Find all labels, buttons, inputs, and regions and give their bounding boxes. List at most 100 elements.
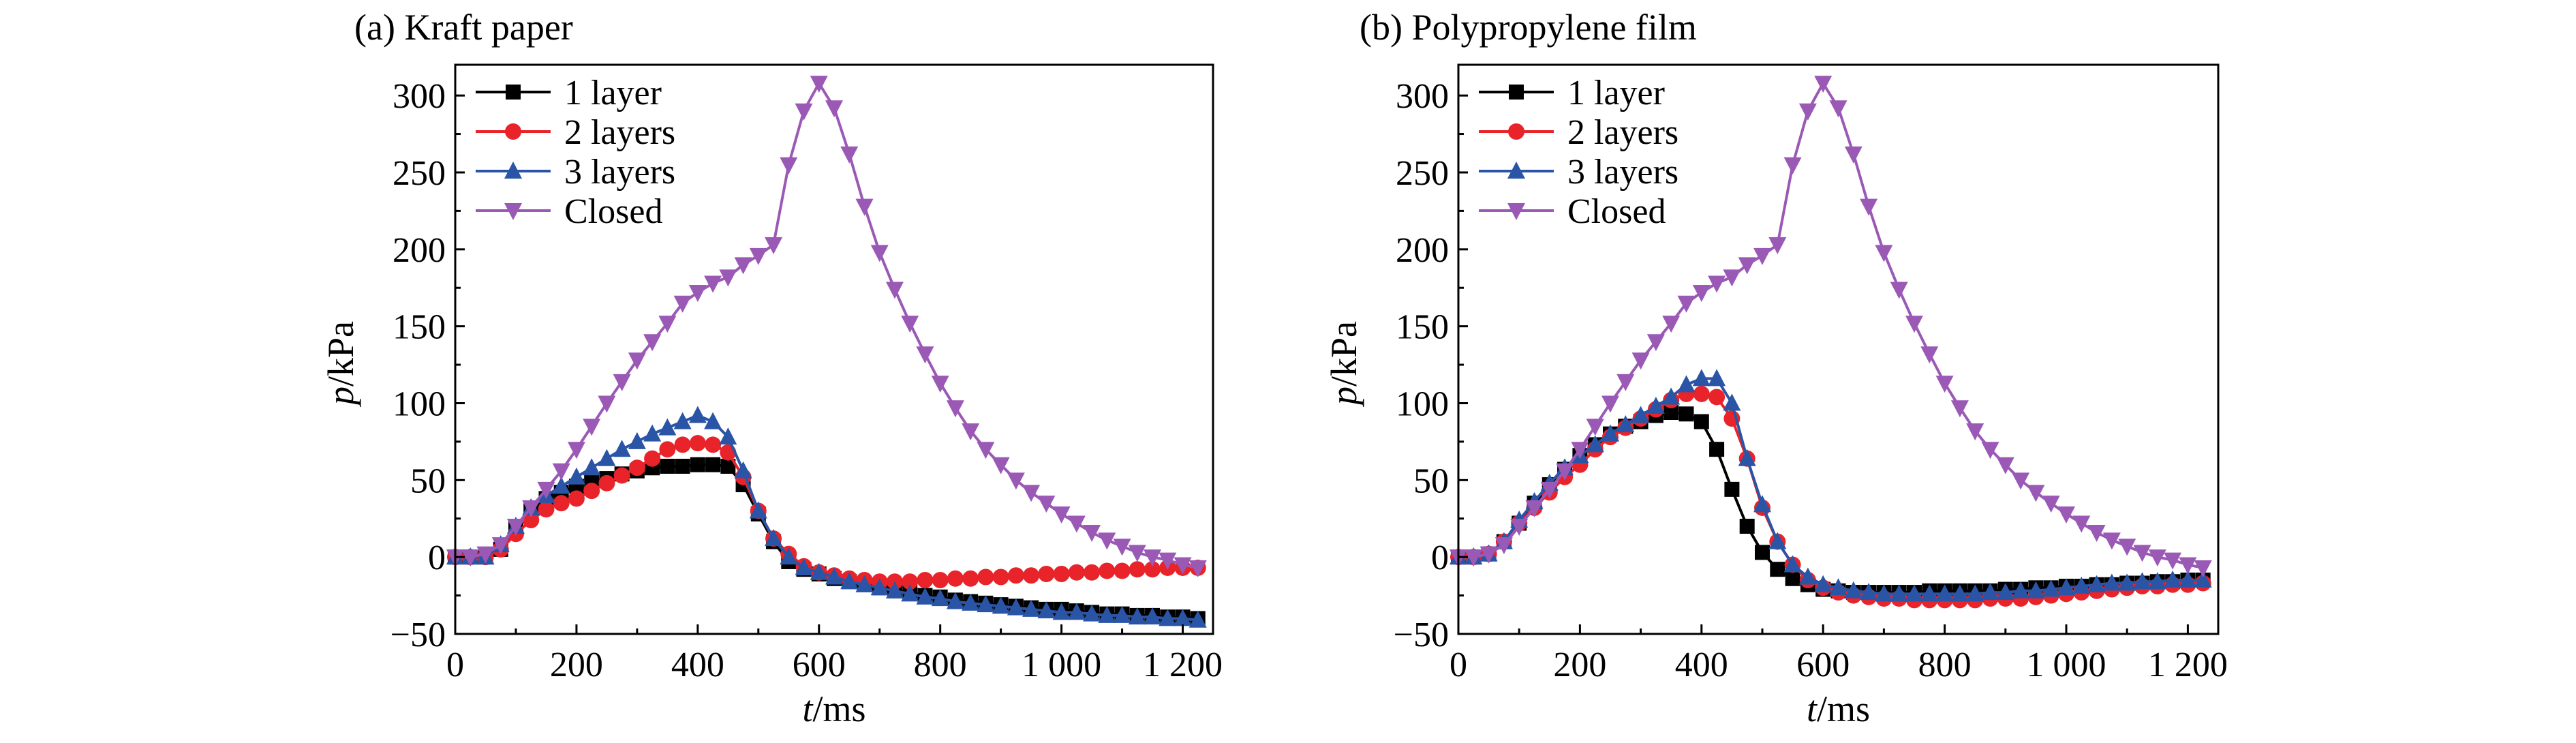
data-point <box>870 245 889 262</box>
legend-label: 2 layers <box>564 113 675 152</box>
x-tick-label: 0 <box>446 646 464 684</box>
data-point <box>704 412 722 429</box>
data-point <box>660 459 675 474</box>
data-point <box>1052 603 1071 620</box>
legend-marker <box>1507 162 1525 179</box>
data-point <box>1174 557 1192 575</box>
data-point <box>931 589 949 607</box>
data-point <box>719 427 737 445</box>
data-point <box>506 519 525 536</box>
data-point <box>2194 560 2212 577</box>
y-tick-label: −50 <box>390 616 446 654</box>
data-point <box>2072 577 2091 594</box>
data-point <box>946 592 964 609</box>
y-tick-label: 0 <box>1431 539 1449 577</box>
data-point <box>1829 100 1847 118</box>
legend-label: 3 layers <box>564 153 675 192</box>
y-tick-label: 200 <box>1396 231 1449 270</box>
x-tick-label: 200 <box>550 646 603 684</box>
y-tick-label: 300 <box>393 77 446 116</box>
y-axis-label: p/kPa <box>1323 321 1364 408</box>
data-point <box>977 568 994 586</box>
data-point <box>1723 269 1741 287</box>
data-point <box>2102 532 2121 550</box>
data-point <box>2179 557 2197 575</box>
data-point <box>2194 571 2212 588</box>
data-point <box>2179 571 2197 588</box>
data-point <box>688 285 707 302</box>
data-point <box>810 76 828 93</box>
data-point <box>553 495 570 512</box>
data-point <box>1053 565 1070 582</box>
data-point <box>1113 539 1131 556</box>
data-point <box>1128 607 1146 625</box>
data-point <box>1755 545 1770 560</box>
data-point <box>613 440 631 457</box>
x-axis-variable: t <box>1807 688 1818 729</box>
data-point <box>1860 198 1878 216</box>
series-3-layers <box>1450 369 2212 602</box>
data-point <box>1616 415 1635 433</box>
x-tick-label: 400 <box>1675 646 1728 684</box>
data-point <box>613 374 631 391</box>
data-point <box>1875 584 1893 602</box>
data-point <box>598 474 615 491</box>
data-point <box>1007 472 1025 490</box>
data-point <box>1114 562 1131 579</box>
data-point <box>2102 573 2121 591</box>
data-point <box>2164 552 2182 570</box>
y-tick-label: 250 <box>393 154 446 193</box>
data-point <box>1950 584 1969 602</box>
data-point <box>1739 519 1755 534</box>
data-point <box>1935 376 1954 393</box>
data-point <box>552 463 570 481</box>
x-tick-label: 600 <box>1796 646 1850 684</box>
y-tick-label: 150 <box>1396 308 1449 347</box>
data-point <box>1023 567 1040 584</box>
data-point <box>1510 519 1529 536</box>
data-point <box>1067 515 1086 533</box>
data-point <box>1113 605 1131 623</box>
data-point <box>931 376 949 393</box>
data-point <box>795 558 813 575</box>
data-point <box>2042 579 2060 597</box>
data-point <box>1860 583 1878 601</box>
data-point <box>522 500 540 517</box>
data-point <box>1770 562 1785 577</box>
data-point <box>870 578 889 596</box>
data-point <box>659 441 676 458</box>
data-point <box>690 457 705 472</box>
data-point <box>1966 584 1984 602</box>
data-point <box>1950 400 1969 418</box>
x-tick-label: 800 <box>914 646 967 684</box>
data-point <box>1663 405 1679 421</box>
data-point <box>1875 245 1893 262</box>
legend-marker <box>504 162 522 179</box>
y-axis-label: p/kPa <box>320 321 361 408</box>
y-tick-label: 300 <box>1396 77 1449 116</box>
data-point <box>598 395 616 413</box>
data-point <box>1768 237 1787 255</box>
data-point <box>962 570 979 587</box>
data-point <box>2057 506 2075 524</box>
data-point <box>765 237 783 255</box>
series-line <box>455 414 1199 622</box>
data-point <box>1144 561 1161 578</box>
data-point <box>885 282 904 299</box>
data-point <box>1996 583 2014 601</box>
data-point <box>1785 571 1800 586</box>
data-point <box>2027 581 2045 598</box>
data-point <box>992 596 1010 614</box>
data-point <box>1038 565 1055 582</box>
data-point <box>2133 572 2151 590</box>
series-line <box>1458 410 2203 594</box>
series-3-layers <box>446 406 1207 628</box>
data-point <box>628 352 646 370</box>
data-point <box>673 295 692 313</box>
legend-label: 1 layer <box>564 74 662 112</box>
data-point <box>523 512 540 528</box>
y-tick-label: 200 <box>393 231 446 270</box>
data-point <box>1007 567 1024 584</box>
